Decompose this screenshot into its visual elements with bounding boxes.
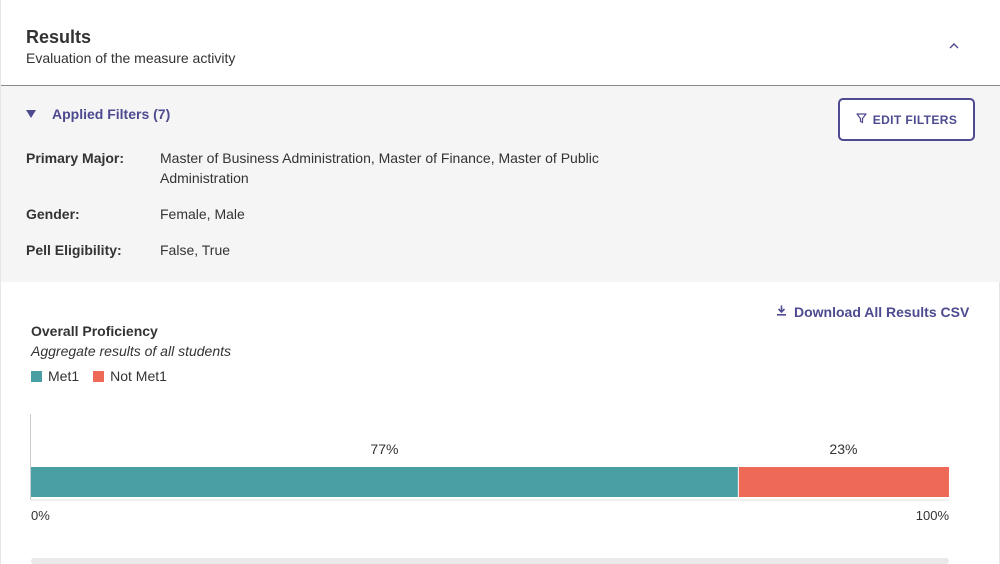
legend-label: Met1 xyxy=(48,368,80,384)
download-icon xyxy=(776,303,787,321)
collapse-button[interactable] xyxy=(941,36,967,56)
data-label: 77% xyxy=(370,441,398,457)
edit-filters-button[interactable]: EDIT FILTERS xyxy=(838,98,975,141)
results-header: Results Evaluation of the measure activi… xyxy=(1,0,1000,86)
proficiency-chart: 77% 23% 0% 100% xyxy=(30,414,950,523)
legend-swatch xyxy=(31,370,42,382)
filter-key: Gender: xyxy=(26,206,80,222)
filter-value: Master of Business Administration, Maste… xyxy=(160,150,599,186)
legend-swatch xyxy=(93,370,105,382)
chevron-up-icon xyxy=(949,43,959,49)
filter-value: False, True xyxy=(160,242,231,258)
filter-value: Female, Male xyxy=(160,206,245,222)
legend-label: Not Met1 xyxy=(110,368,167,384)
caret-down-icon xyxy=(26,108,42,120)
filter-key: Pell Eligibility: xyxy=(26,242,122,258)
chart-legend: Met1 Not Met1 xyxy=(31,368,181,384)
horizontal-scrollbar[interactable] xyxy=(31,558,949,564)
bar-met1[interactable] xyxy=(31,467,738,497)
filter-key: Primary Major: xyxy=(26,150,125,166)
chart-subtitle: Aggregate results of all students xyxy=(31,343,232,359)
applied-filters-panel: Applied Filters (7) EDIT FILTERS Primary… xyxy=(1,86,1000,282)
bar-not-met1[interactable] xyxy=(738,467,949,497)
filter-icon xyxy=(856,111,867,129)
applied-filters-label: Applied Filters (7) xyxy=(52,106,171,122)
chart-title: Overall Proficiency xyxy=(31,323,158,339)
data-label: 23% xyxy=(829,441,857,457)
tick-label: 100% xyxy=(916,508,950,523)
page-subtitle: Evaluation of the measure activity xyxy=(26,50,236,66)
download-csv-link[interactable]: Download All Results CSV xyxy=(776,303,969,321)
legend-item-not-met: Not Met1 xyxy=(93,368,167,384)
applied-filters-toggle[interactable]: Applied Filters (7) xyxy=(26,106,170,122)
page-title: Results xyxy=(26,27,92,47)
download-csv-label: Download All Results CSV xyxy=(794,304,970,320)
edit-filters-label: EDIT FILTERS xyxy=(872,112,958,127)
tick-label: 0% xyxy=(31,508,50,523)
legend-item-met: Met1 xyxy=(31,368,79,384)
